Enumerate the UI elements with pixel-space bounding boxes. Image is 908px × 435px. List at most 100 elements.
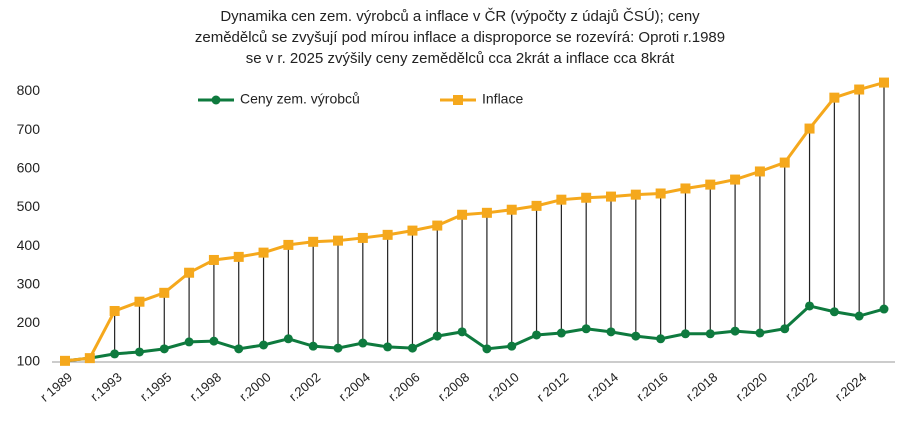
- point: [680, 329, 690, 339]
- point: [60, 355, 70, 366]
- point: [259, 340, 269, 350]
- point: [581, 192, 592, 203]
- point: [879, 304, 889, 314]
- y-tick-label: 400: [17, 237, 41, 253]
- point: [209, 336, 219, 346]
- y-tick-label: 700: [17, 121, 41, 137]
- series-line: [64, 304, 885, 363]
- series-line: [64, 81, 885, 363]
- point: [357, 232, 368, 243]
- x-tick-label: r 1989: [37, 369, 75, 404]
- x-tick-label: r.2020: [733, 369, 770, 404]
- chart-title: zemědělců se zvyšují pod mírou inflace a…: [195, 29, 725, 46]
- x-tick-label: r.2000: [236, 369, 273, 404]
- point: [134, 347, 144, 357]
- x-tick-label: r.2022: [782, 369, 819, 404]
- point: [531, 200, 542, 211]
- x-tick-label: r.2018: [683, 369, 720, 404]
- point: [407, 225, 418, 236]
- point: [656, 334, 666, 344]
- x-tick-label: r.2024: [832, 369, 869, 404]
- point: [159, 287, 170, 298]
- x-tick-label: r.2004: [336, 369, 373, 404]
- point: [630, 189, 641, 200]
- point: [705, 179, 716, 190]
- point: [606, 191, 616, 202]
- point: [159, 344, 169, 354]
- point: [779, 157, 790, 168]
- point: [606, 327, 616, 337]
- point: [581, 324, 591, 334]
- y-tick-label: 500: [17, 198, 41, 214]
- chart-title: se v r. 2025 zvýšily ceny zemědělců cca …: [246, 50, 675, 67]
- y-tick-label: 600: [17, 159, 41, 175]
- point: [383, 342, 393, 352]
- point: [556, 194, 567, 205]
- point: [730, 174, 741, 185]
- point: [432, 331, 442, 341]
- point: [879, 77, 889, 88]
- point: [84, 353, 95, 364]
- legend-marker: [453, 95, 463, 105]
- x-tick-label: r.2016: [633, 369, 670, 404]
- legend-label: Ceny zem. výrobců: [240, 91, 360, 107]
- point: [854, 311, 864, 321]
- point: [754, 166, 765, 177]
- point: [457, 209, 468, 220]
- point: [854, 84, 865, 95]
- point: [283, 239, 294, 250]
- x-tick-label: r 2012: [534, 369, 572, 404]
- point: [109, 305, 120, 316]
- x-tick-label: r.1995: [137, 369, 174, 404]
- point: [680, 183, 691, 194]
- x-tick-label: r.2010: [485, 369, 522, 404]
- point: [730, 326, 740, 336]
- point: [532, 330, 542, 340]
- point: [506, 204, 517, 215]
- point: [407, 343, 417, 353]
- x-tick-label: r.2006: [385, 369, 422, 404]
- point: [805, 301, 815, 311]
- y-tick-label: 100: [17, 353, 41, 369]
- point: [804, 123, 815, 134]
- chart-title: Dynamika cen zem. výrobců a inflace v ČR…: [220, 8, 700, 25]
- point: [507, 341, 517, 351]
- point: [556, 328, 566, 338]
- point: [333, 235, 343, 246]
- y-tick-label: 300: [17, 275, 41, 291]
- x-tick-label: r.1998: [187, 369, 224, 404]
- point: [134, 296, 145, 307]
- point: [233, 251, 244, 262]
- point: [382, 229, 393, 240]
- x-tick-label: r.2008: [435, 369, 472, 404]
- point: [308, 236, 319, 247]
- point: [432, 220, 443, 231]
- point: [481, 207, 492, 218]
- point: [234, 344, 244, 354]
- x-tick-label: r.2014: [584, 369, 621, 404]
- y-tick-label: 800: [17, 82, 41, 98]
- point: [258, 247, 269, 258]
- point: [110, 349, 120, 359]
- point: [208, 254, 219, 265]
- point: [780, 324, 790, 334]
- x-tick-label: r.2002: [286, 369, 323, 404]
- legend-label: Inflace: [482, 91, 523, 107]
- point: [631, 331, 641, 341]
- point: [482, 344, 492, 354]
- point: [655, 188, 666, 199]
- point: [358, 338, 368, 348]
- point: [755, 328, 765, 338]
- point: [829, 307, 839, 317]
- point: [829, 92, 840, 103]
- point: [457, 327, 467, 337]
- point: [705, 329, 715, 339]
- y-tick-label: 200: [17, 314, 41, 330]
- point: [283, 334, 293, 344]
- x-tick-label: r.1993: [87, 369, 124, 404]
- point: [333, 343, 343, 353]
- point: [308, 341, 318, 351]
- point: [184, 337, 194, 347]
- legend-marker: [211, 95, 221, 105]
